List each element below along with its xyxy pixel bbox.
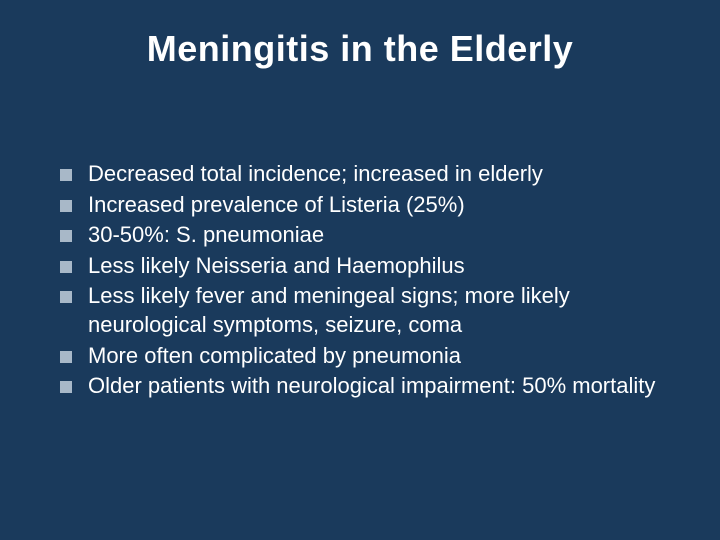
list-item: Less likely Neisseria and Haemophilus	[60, 252, 670, 281]
list-item: 30-50%: S. pneumoniae	[60, 221, 670, 250]
bullet-text: Decreased total incidence; increased in …	[88, 160, 670, 189]
bullet-list: Decreased total incidence; increased in …	[50, 160, 670, 401]
square-bullet-icon	[60, 291, 72, 303]
bullet-text: More often complicated by pneumonia	[88, 342, 670, 371]
list-item: More often complicated by pneumonia	[60, 342, 670, 371]
bullet-text: Increased prevalence of Listeria (25%)	[88, 191, 670, 220]
square-bullet-icon	[60, 351, 72, 363]
list-item: Decreased total incidence; increased in …	[60, 160, 670, 189]
square-bullet-icon	[60, 261, 72, 273]
list-item: Increased prevalence of Listeria (25%)	[60, 191, 670, 220]
list-item: Less likely fever and meningeal signs; m…	[60, 282, 670, 339]
bullet-text: Older patients with neurological impairm…	[88, 372, 670, 401]
square-bullet-icon	[60, 230, 72, 242]
square-bullet-icon	[60, 381, 72, 393]
list-item: Older patients with neurological impairm…	[60, 372, 670, 401]
bullet-text: Less likely Neisseria and Haemophilus	[88, 252, 670, 281]
bullet-text: Less likely fever and meningeal signs; m…	[88, 282, 670, 339]
square-bullet-icon	[60, 169, 72, 181]
slide-title: Meningitis in the Elderly	[50, 28, 670, 70]
slide: Meningitis in the Elderly Decreased tota…	[0, 0, 720, 540]
bullet-text: 30-50%: S. pneumoniae	[88, 221, 670, 250]
square-bullet-icon	[60, 200, 72, 212]
